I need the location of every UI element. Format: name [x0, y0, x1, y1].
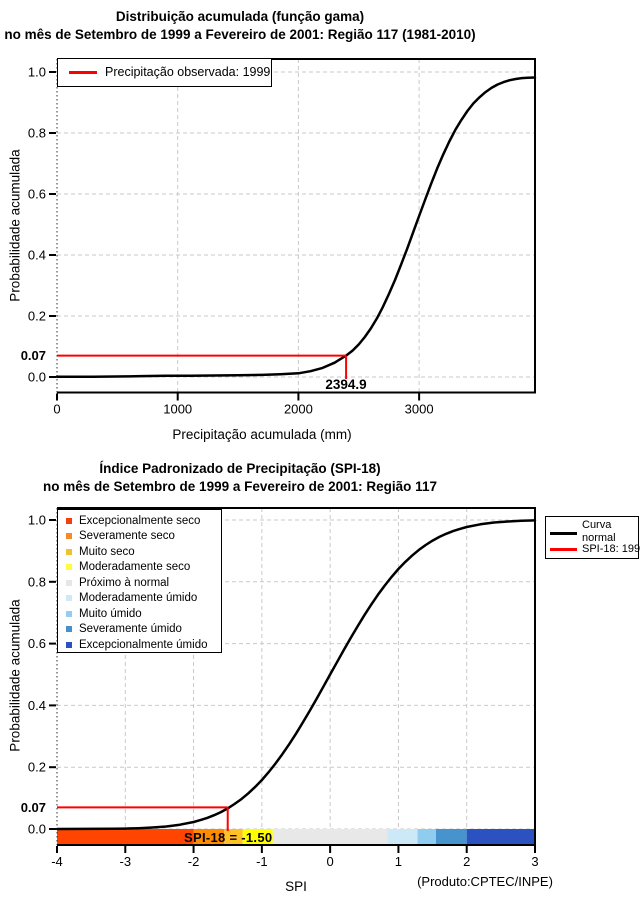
spi-colorbar-segment: [57, 829, 194, 845]
excepcionalmente-seco-swatch: [66, 517, 72, 524]
legend-item-moderadamente-seco: Moderadamente seco: [58, 560, 221, 576]
severamente-seco-swatch: [66, 533, 72, 540]
x-tick-label: 2000: [284, 402, 313, 417]
legend-item-muito-seco: Muito seco: [58, 544, 221, 560]
muito-umido-swatch: [66, 610, 72, 617]
y-tick-label: 0.2: [28, 760, 46, 775]
spi-category-legend: Excepcionalmente seco Severamente seco M…: [57, 509, 222, 653]
normal-curve-label-line1: Curva: [582, 519, 612, 531]
y-tick-label: 1.0: [28, 513, 46, 528]
x-tick-label: -1: [256, 854, 268, 869]
y-tick-label: 0.4: [28, 248, 46, 263]
x-tick-label: 1: [395, 854, 402, 869]
proximo-a-normal-swatch: [66, 579, 72, 586]
plot-border: [57, 507, 536, 846]
chart1-legend: Precipitação observada: 1999: [57, 58, 272, 87]
chart2-y-axis-label: Probabilidade acumulada: [7, 599, 23, 752]
legend-item-severamente-seco: Severamente seco: [58, 529, 221, 545]
x-tick-label: 2: [463, 854, 470, 869]
observed-line-label: Precipitação observada: 1999: [105, 65, 271, 79]
normal-curve-label-line2: normal: [582, 532, 616, 544]
y-tick-label: 0.6: [28, 636, 46, 651]
x-tick-label: 3000: [405, 402, 434, 417]
chart2-x-axis-label: SPI: [285, 879, 307, 894]
chart1-title: Distribuição acumulada (função gama): [115, 9, 365, 24]
chart2-subtitle: no mês de Setembro de 1999 a Fevereiro d…: [43, 479, 437, 494]
spi-colorbar-segment: [387, 829, 418, 845]
chart1-x-axis-label: Precipitação acumulada (mm): [172, 427, 352, 442]
highlight-ytick-label: 0.07: [21, 348, 46, 363]
x-tick-label: 0: [53, 402, 60, 417]
moderadamente-umido-swatch: [66, 595, 72, 602]
curve-legend: Curva normal SPI-18: 1999: [545, 516, 640, 559]
chart2-plot-area: -4 -3 -2 -1 0 1 2 3 0.0 0.2 0.4 0.6 0.8 1.0 0.07: [21, 507, 539, 869]
y-tick-label: 1.0: [28, 65, 46, 80]
spi-line-sample: [550, 548, 577, 551]
spi-colorbar-segment: [435, 829, 467, 845]
chart1-subtitle: no mês de Setembro de 1999 a Fevereiro d…: [4, 27, 476, 42]
y-tick-label: 0.8: [28, 126, 46, 141]
x-tick-label: -4: [51, 854, 63, 869]
x-tick-label: 0: [327, 854, 334, 869]
y-tick-label: 0.6: [28, 187, 46, 202]
legend-item-muito-umido: Muito úmido: [58, 606, 221, 622]
chart2-title: Índice Padronizado de Precipitação (SPI-…: [99, 461, 381, 476]
spi-value-annotation: SPI-18 = -1.50: [184, 830, 273, 845]
normal-curve-line-sample: [550, 532, 577, 535]
x-tick-label: 1000: [163, 402, 192, 417]
precipitation-value-annotation: 2394.9: [325, 377, 367, 392]
y-tick-label: 0.2: [28, 309, 46, 324]
y-tick-label: 0.0: [28, 822, 46, 837]
x-tick-label: -2: [188, 854, 200, 869]
legend-item-proximo-a-normal: Próximo à normal: [58, 575, 221, 591]
severamente-umido-swatch: [66, 626, 72, 633]
spi-colorbar-segment: [466, 829, 535, 845]
legend-item-moderadamente-umido: Moderadamente úmido: [58, 591, 221, 607]
spi-colorbar-segment: [224, 829, 243, 845]
y-tick-label: 0.0: [28, 370, 46, 385]
x-tick-label: -3: [120, 854, 132, 869]
spi-line-label: SPI-18: 1999: [582, 543, 640, 555]
chart1-y-axis-label: Probabilidade acumulada: [7, 149, 23, 302]
spi-colorbar-segment: [242, 829, 273, 845]
observed-line-sample: [69, 71, 97, 74]
chart2-curve: [55, 519, 537, 831]
chart1-plot-area: 0 1000 2000 3000 0.0 0.2 0.4 0.6 0.8 1.0 0.07: [21, 58, 537, 417]
credit-text: (Produto:CPTEC/INPE): [417, 874, 553, 889]
chart1-curve: [55, 76, 537, 378]
highlight-ytick-label: 0.07: [21, 800, 46, 815]
x-tick-label: 3: [531, 854, 538, 869]
legend-item-excepcionalmente-umido: Excepcionalmente úmido: [58, 637, 221, 653]
excepcionalmente-umido-swatch: [66, 641, 72, 648]
legend-item-excepcionalmente-seco: Excepcionalmente seco: [58, 513, 221, 529]
plot-border: [57, 58, 536, 394]
y-tick-label: 0.4: [28, 698, 46, 713]
moderadamente-seco-swatch: [66, 564, 72, 571]
spi-colorbar-segment: [417, 829, 436, 845]
spi-colorbar-segment: [193, 829, 225, 845]
spi-colorbar-segment: [272, 829, 388, 845]
y-tick-label: 0.8: [28, 574, 46, 589]
muito-seco-swatch: [66, 548, 72, 555]
legend-item-severamente-umido: Severamente úmido: [58, 622, 221, 638]
